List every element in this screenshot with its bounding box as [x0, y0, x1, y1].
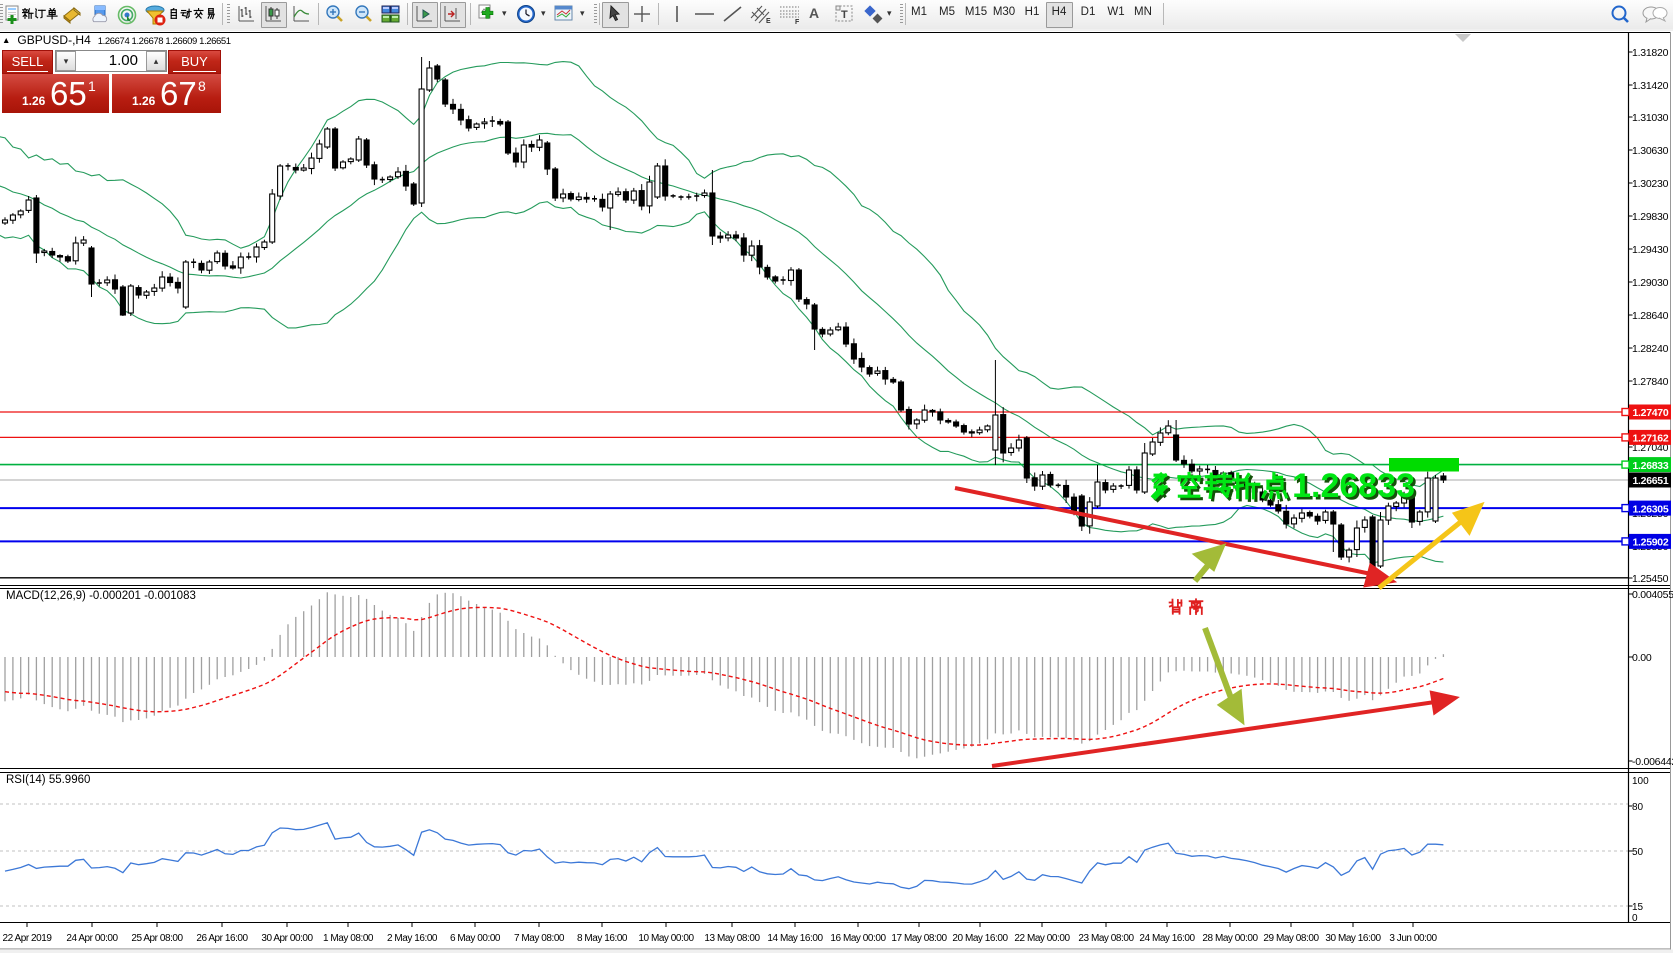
- svg-text:1.31820: 1.31820: [1632, 47, 1669, 59]
- svg-text:1.28640: 1.28640: [1632, 310, 1669, 322]
- svg-text:1.27162: 1.27162: [1633, 433, 1669, 445]
- svg-text:1.27470: 1.27470: [1633, 407, 1669, 419]
- svg-text:1.25450: 1.25450: [1632, 573, 1669, 585]
- svg-text:1 May 08:00: 1 May 08:00: [323, 933, 374, 944]
- svg-text:1.26833: 1.26833: [1292, 467, 1415, 505]
- svg-text:28 May 00:00: 28 May 00:00: [1202, 933, 1258, 944]
- svg-text:13 May 08:00: 13 May 08:00: [704, 933, 760, 944]
- svg-text:8 May 16:00: 8 May 16:00: [577, 933, 628, 944]
- svg-text:RSI(14) 55.9960: RSI(14) 55.9960: [6, 774, 90, 786]
- svg-text:1.29830: 1.29830: [1632, 211, 1669, 223]
- svg-text:25 Apr 08:00: 25 Apr 08:00: [131, 933, 183, 944]
- svg-text:1.30230: 1.30230: [1632, 178, 1669, 190]
- svg-text:F: F: [795, 19, 800, 25]
- svg-text:7 May 08:00: 7 May 08:00: [514, 933, 565, 944]
- svg-text:MACD(12,26,9) -0.000201 -0.001: MACD(12,26,9) -0.000201 -0.001083: [6, 590, 196, 602]
- svg-text:1.29430: 1.29430: [1632, 244, 1669, 256]
- svg-text:1.31030: 1.31030: [1632, 112, 1669, 124]
- svg-text:80: 80: [1632, 802, 1644, 813]
- svg-text:1.30630: 1.30630: [1632, 145, 1669, 157]
- svg-text:1.29030: 1.29030: [1632, 277, 1669, 289]
- svg-text:0: 0: [1632, 913, 1638, 924]
- svg-text:24 Apr 00:00: 24 Apr 00:00: [66, 933, 118, 944]
- svg-text:6 May 00:00: 6 May 00:00: [450, 933, 501, 944]
- svg-text:15: 15: [1632, 902, 1644, 913]
- svg-text:1.31420: 1.31420: [1632, 80, 1669, 92]
- svg-text:50: 50: [1632, 847, 1644, 858]
- svg-text:E: E: [766, 18, 771, 25]
- svg-text:29 May 08:00: 29 May 08:00: [1263, 933, 1319, 944]
- svg-text:30 May 16:00: 30 May 16:00: [1325, 933, 1381, 944]
- svg-text:0.004055: 0.004055: [1632, 589, 1673, 601]
- svg-text:0.00: 0.00: [1632, 652, 1652, 664]
- svg-text:10 May 00:00: 10 May 00:00: [638, 933, 694, 944]
- svg-text:20 May 16:00: 20 May 16:00: [952, 933, 1008, 944]
- svg-text:30 Apr 00:00: 30 Apr 00:00: [261, 933, 313, 944]
- svg-text:-0.006442: -0.006442: [1632, 756, 1673, 768]
- svg-text:17 May 08:00: 17 May 08:00: [891, 933, 947, 944]
- svg-text:T: T: [841, 9, 848, 21]
- svg-text:22 May 00:00: 22 May 00:00: [1014, 933, 1070, 944]
- svg-text:1.27840: 1.27840: [1632, 376, 1669, 388]
- svg-text:2 May 16:00: 2 May 16:00: [387, 933, 438, 944]
- svg-text:3 Jun 00:00: 3 Jun 00:00: [1389, 933, 1437, 944]
- svg-text:26 Apr 16:00: 26 Apr 16:00: [196, 933, 248, 944]
- svg-text:1.25902: 1.25902: [1633, 537, 1669, 549]
- svg-text:1.27040: 1.27040: [1632, 442, 1669, 454]
- svg-text:23 May 08:00: 23 May 08:00: [1078, 933, 1134, 944]
- svg-text:14 May 16:00: 14 May 16:00: [767, 933, 823, 944]
- svg-text:1.28240: 1.28240: [1632, 343, 1669, 355]
- svg-text:1.26305: 1.26305: [1633, 503, 1669, 515]
- svg-text:100: 100: [1632, 776, 1649, 787]
- svg-text:22 Apr 2019: 22 Apr 2019: [3, 933, 53, 944]
- svg-text:1.26833: 1.26833: [1633, 460, 1669, 472]
- svg-text:16 May 00:00: 16 May 00:00: [830, 933, 886, 944]
- svg-text:24 May 16:00: 24 May 16:00: [1139, 933, 1195, 944]
- svg-text:1.26833: 1.26833: [1295, 470, 1418, 508]
- svg-text:1.26651: 1.26651: [1633, 475, 1669, 487]
